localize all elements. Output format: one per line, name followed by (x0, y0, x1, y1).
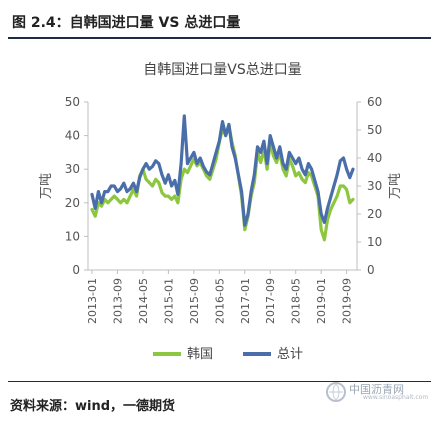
x-tick-label: 2015-01 (162, 278, 175, 324)
y-tick-label-right: 60 (367, 95, 382, 109)
x-tick-label: 2013-09 (111, 278, 124, 324)
figure-title: 图 2.4：自韩国进口量 VS 总进口量 (12, 15, 241, 31)
legend-label-korea: 韩国 (187, 347, 213, 362)
x-tick-label: 2018-05 (290, 278, 303, 324)
x-tick-label: 2019-01 (315, 278, 328, 324)
y-tick-label-right: 0 (367, 263, 375, 277)
figure-header: 图 2.4：自韩国进口量 VS 总进口量 (8, 6, 431, 39)
chart-title: 自韩国进口量VS总进口量 (143, 62, 301, 78)
y-tick-label-right: 40 (367, 151, 382, 165)
y-tick-label-right: 50 (367, 123, 382, 137)
y-axis-title-left: 万吨 (39, 173, 54, 199)
x-tick-label: 2019-09 (341, 278, 354, 324)
series-line-total (90, 114, 355, 227)
legend-label-total: 总计 (277, 347, 303, 362)
y-tick-label-left: 20 (65, 196, 80, 210)
x-tick-label: 2013-01 (86, 278, 99, 324)
x-tick-label: 2014-05 (137, 278, 150, 324)
y-tick-label-right: 20 (367, 207, 382, 221)
y-tick-label-right: 10 (367, 235, 382, 249)
y-tick-label-left: 10 (65, 229, 80, 243)
watermark-logo: 中国沥青网 www.sinoasphalt.com (325, 381, 429, 403)
x-tick-label: 2015-09 (188, 278, 201, 324)
y-tick-label-left: 50 (65, 95, 80, 109)
line-chart: 自韩国进口量VS总进口量 0 10 20 30 40 50 0 10 20 30 40 50 60 万吨 万吨… (39, 62, 403, 362)
chart-container: 自韩国进口量VS总进口量 0 10 20 30 40 50 0 10 20 30 40 50 60 万吨 万吨… (8, 42, 431, 372)
y-tick-label-left: 40 (65, 129, 80, 143)
x-tick-label: 2016-05 (213, 278, 226, 324)
y-tick-label-right: 30 (367, 179, 382, 193)
y-axis-title-right: 万吨 (388, 173, 403, 199)
source-note: 资料来源：wind，一德期货 (10, 399, 176, 414)
x-tick-label: 2017-09 (264, 278, 277, 324)
watermark-url: www.sinoasphalt.com (363, 394, 429, 401)
x-tick-label: 2017-01 (239, 278, 252, 324)
watermark-text: 中国沥青网 (349, 383, 404, 396)
y-tick-label-left: 30 (65, 162, 80, 176)
y-tick-label-left: 0 (72, 263, 80, 277)
header-divider (8, 37, 431, 39)
watermark-globe-icon (326, 382, 346, 402)
footer-divider (8, 381, 431, 382)
